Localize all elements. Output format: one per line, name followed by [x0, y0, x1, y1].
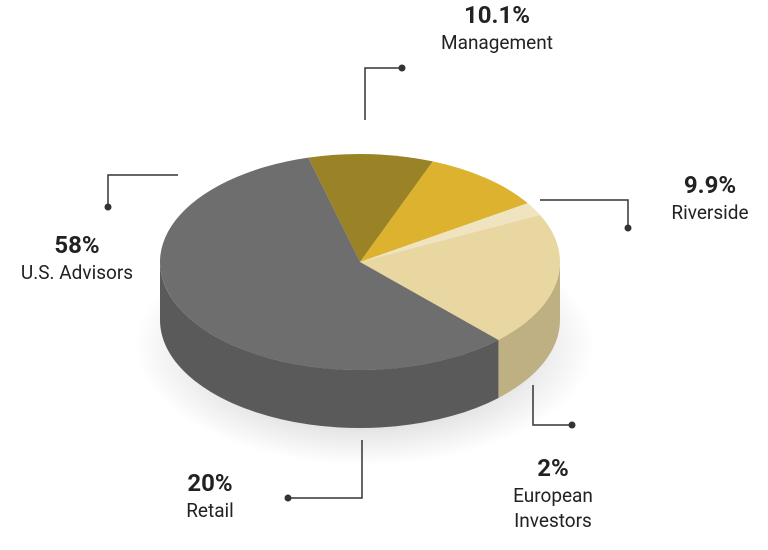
- leader-dot: [568, 421, 576, 429]
- leader-dot: [624, 224, 632, 232]
- slice: [360, 161, 528, 262]
- slice-sides: [160, 262, 560, 428]
- slice-label: 10.1% Management: [422, 0, 572, 55]
- leader-dot: [284, 494, 292, 502]
- leader-lines: [107, 67, 629, 499]
- value-label: 2%: [537, 454, 569, 482]
- pie: [160, 154, 560, 428]
- leader-line: [532, 385, 572, 426]
- slice-tops: [160, 154, 560, 370]
- slice-label: 20% Retail: [135, 468, 285, 523]
- slice-label: 2% European Investors: [478, 453, 628, 533]
- leader-dot: [104, 203, 112, 211]
- leader-dots: [104, 64, 632, 502]
- value-label: 20%: [187, 469, 233, 497]
- leader-line: [540, 199, 629, 228]
- category-label: U.S. Advisors: [20, 261, 134, 284]
- category-label: European Investors: [513, 484, 593, 532]
- leader-dot: [398, 64, 406, 72]
- slice-label: 9.9% Riverside: [635, 170, 768, 225]
- slice: [160, 157, 499, 370]
- value-label: 9.9%: [683, 171, 737, 199]
- slice-side: [160, 262, 499, 428]
- leader-line: [288, 440, 363, 499]
- slice-label: 58% U.S. Advisors: [2, 230, 152, 285]
- category-label: Management: [441, 31, 553, 54]
- leader-line: [364, 67, 402, 120]
- category-label: Retail: [186, 499, 234, 522]
- category-label: Riverside: [671, 201, 749, 224]
- leader-line: [107, 174, 178, 207]
- slice: [360, 203, 541, 262]
- value-label: 58%: [54, 231, 100, 259]
- slice: [308, 154, 433, 262]
- value-label: 10.1%: [463, 1, 530, 29]
- slice-side: [498, 262, 560, 398]
- slice: [360, 214, 560, 340]
